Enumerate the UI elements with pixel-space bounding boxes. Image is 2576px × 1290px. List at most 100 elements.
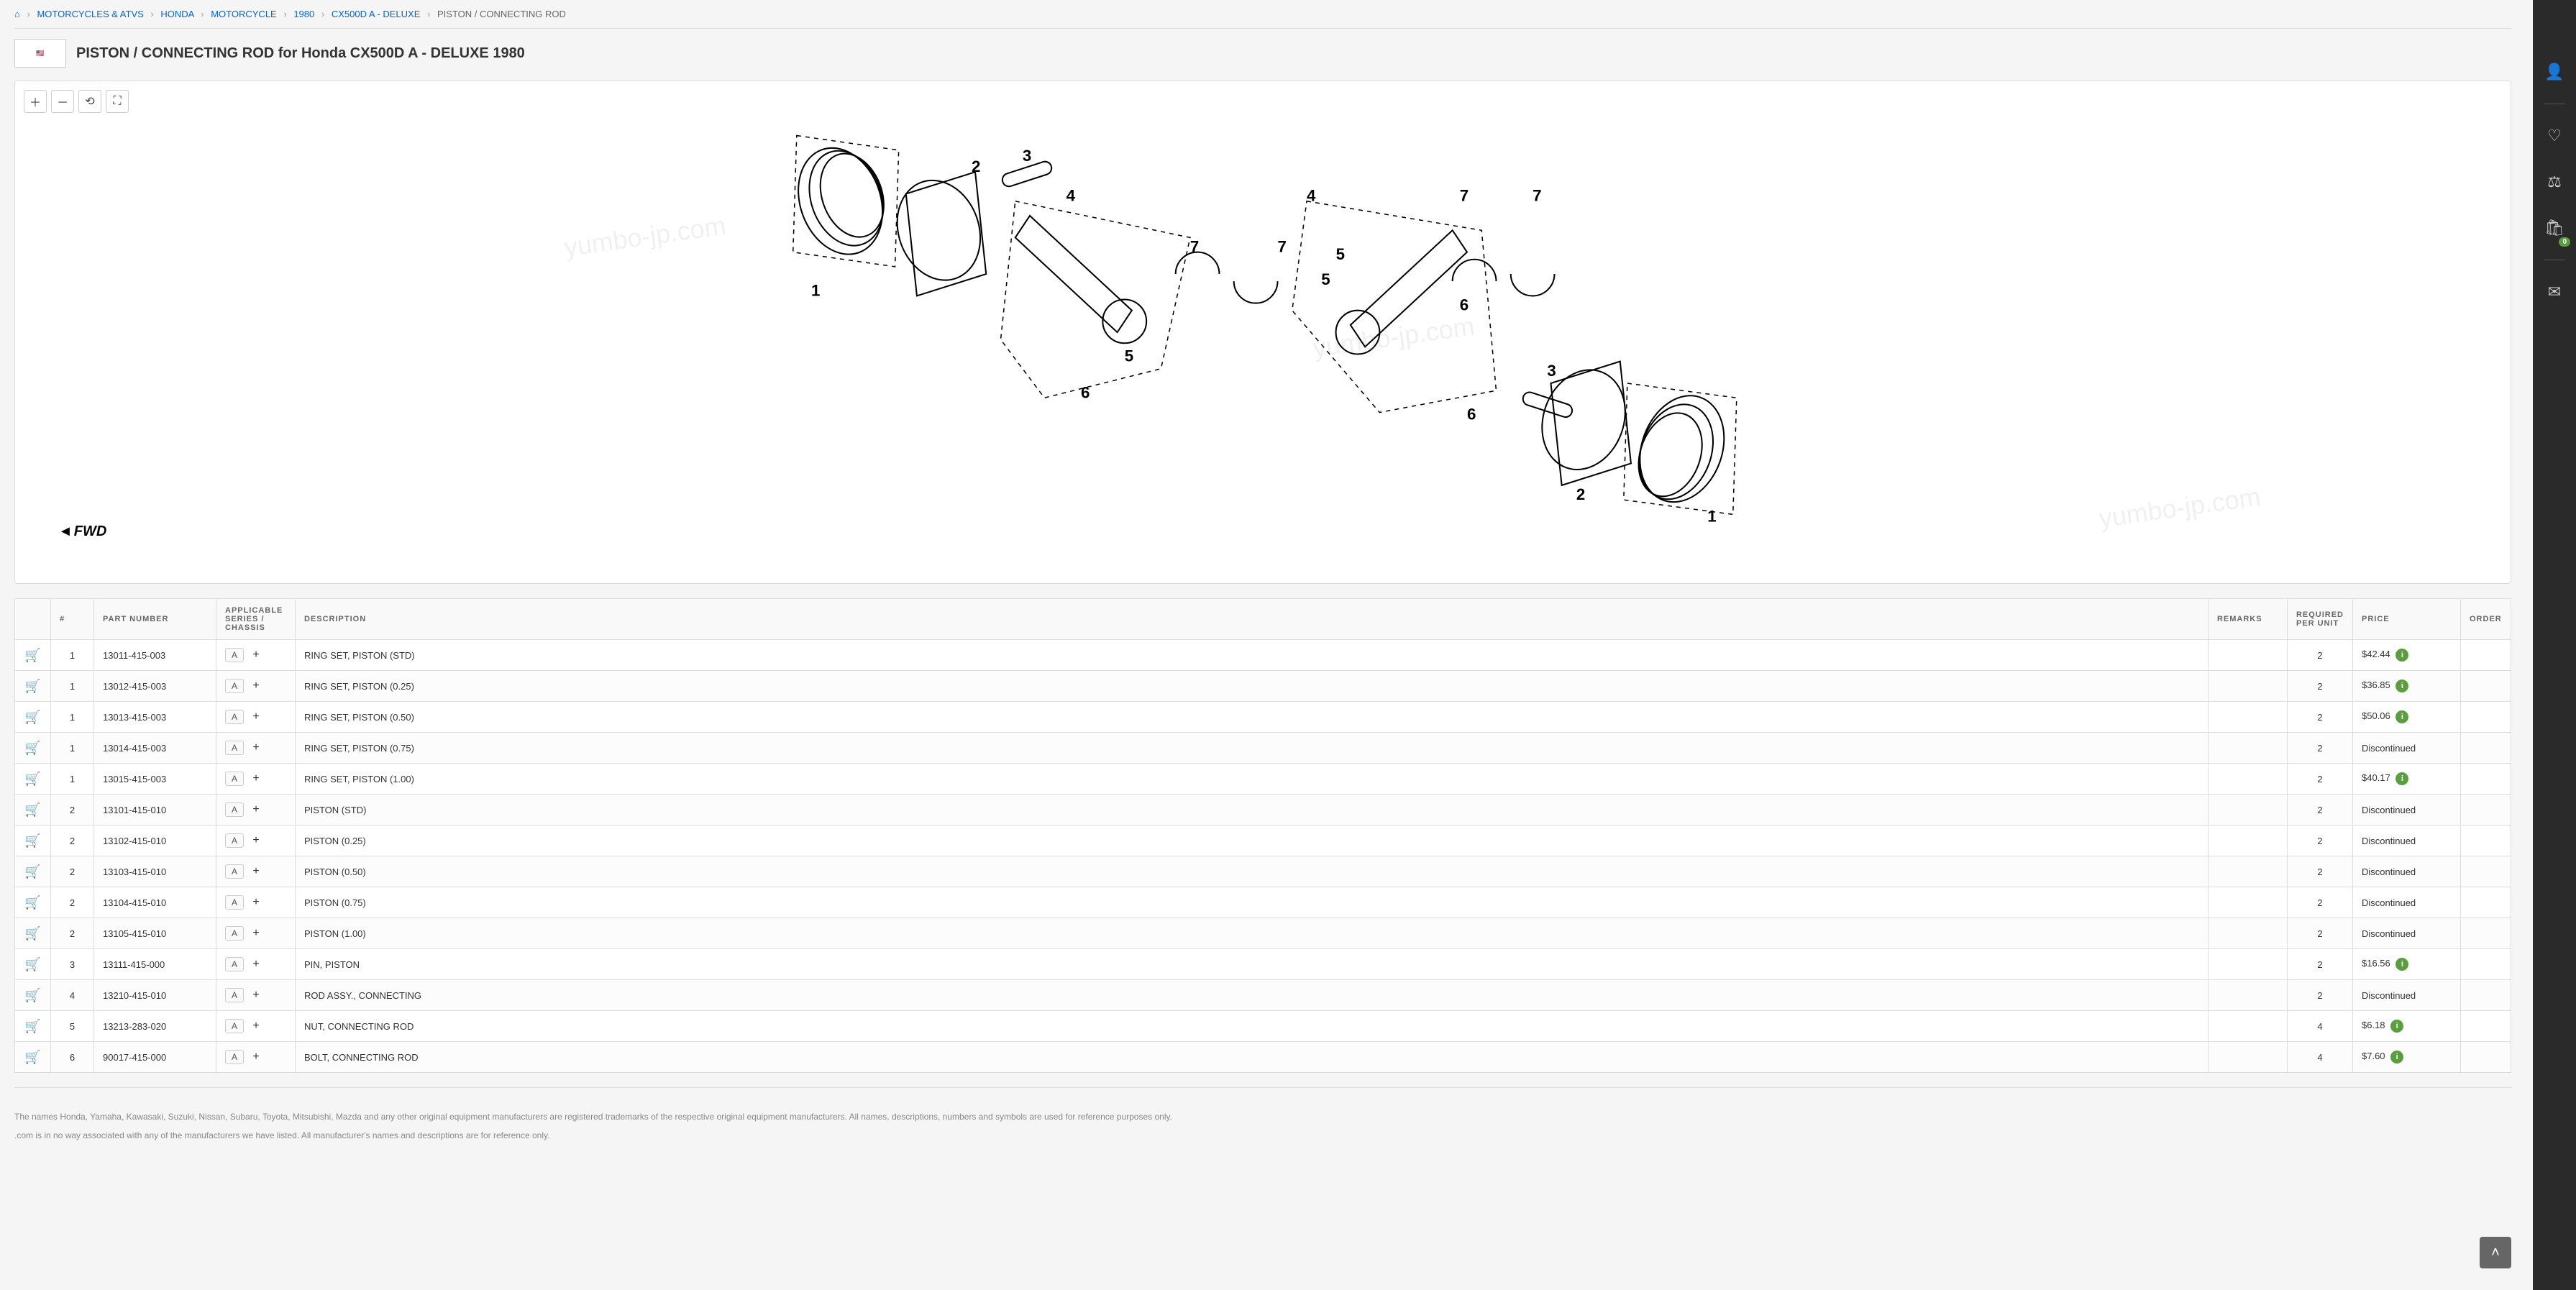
qty-cell: 2 bbox=[2287, 949, 2352, 980]
plus-icon[interactable]: + bbox=[250, 741, 262, 754]
plus-icon[interactable]: + bbox=[250, 710, 262, 723]
part-number-cell[interactable]: 13011-415-003 bbox=[94, 640, 216, 671]
part-number-cell[interactable]: 13014-415-003 bbox=[94, 733, 216, 764]
plus-icon[interactable]: + bbox=[250, 649, 262, 662]
cart-icon[interactable]: 🛒 bbox=[25, 678, 41, 694]
back-to-top-button[interactable]: ˄ bbox=[2480, 1237, 2511, 1268]
plus-icon[interactable]: + bbox=[250, 927, 262, 940]
svg-text:6: 6 bbox=[1467, 406, 1476, 424]
cart-icon[interactable]: 🛒 bbox=[25, 1049, 41, 1065]
plus-icon[interactable]: + bbox=[250, 896, 262, 909]
description-cell: PISTON (0.25) bbox=[296, 825, 2209, 856]
plus-icon[interactable]: + bbox=[250, 772, 262, 785]
cart-icon[interactable]: 🛒 bbox=[25, 740, 41, 756]
heart-icon: ♡ bbox=[2547, 127, 2562, 145]
part-number-cell[interactable]: 13012-415-003 bbox=[94, 671, 216, 702]
part-number-cell[interactable]: 13213-283-020 bbox=[94, 1011, 216, 1042]
remarks-cell bbox=[2208, 856, 2287, 887]
sidebar-item-wishlist[interactable]: ♡ bbox=[2540, 122, 2569, 150]
cart-icon[interactable]: 🛒 bbox=[25, 956, 41, 972]
sidebar-item-subscribe[interactable]: ✉ bbox=[2540, 278, 2569, 306]
price-cell: $7.60 i bbox=[2353, 1042, 2461, 1073]
info-icon[interactable]: i bbox=[2390, 1020, 2403, 1033]
ref-cell: 2 bbox=[51, 856, 94, 887]
ref-cell: 1 bbox=[51, 764, 94, 795]
order-cell bbox=[2461, 640, 2511, 671]
description-cell: PISTON (0.75) bbox=[296, 887, 2209, 918]
series-badge: A bbox=[225, 710, 244, 724]
cart-icon[interactable]: 🛒 bbox=[25, 833, 41, 848]
cart-icon[interactable]: 🛒 bbox=[25, 864, 41, 879]
table-row: 🛒690017-415-000A+BOLT, CONNECTING ROD4$7… bbox=[15, 1042, 2511, 1073]
series-cell: A+ bbox=[216, 980, 296, 1011]
part-number-cell[interactable]: 13101-415-010 bbox=[94, 795, 216, 825]
part-number-cell[interactable]: 13102-415-010 bbox=[94, 825, 216, 856]
svg-text:7: 7 bbox=[1277, 238, 1286, 256]
series-badge: A bbox=[225, 648, 244, 662]
info-icon[interactable]: i bbox=[2395, 958, 2408, 971]
market-flag-icon: 🇺🇸 bbox=[14, 39, 66, 68]
col-series: APPLICABLE SERIES / CHASSIS bbox=[216, 599, 296, 640]
breadcrumb-item[interactable]: HONDA bbox=[160, 9, 193, 19]
fullscreen-button[interactable]: ⛶ bbox=[106, 90, 129, 113]
breadcrumb-item[interactable]: CX500D A - DELUXE bbox=[332, 9, 421, 19]
plus-icon[interactable]: + bbox=[250, 1020, 262, 1033]
col-remarks: REMARKS bbox=[2208, 599, 2287, 640]
cart-icon[interactable]: 🛒 bbox=[25, 802, 41, 818]
part-number-cell[interactable]: 13111-415-000 bbox=[94, 949, 216, 980]
part-number-cell[interactable]: 13105-415-010 bbox=[94, 918, 216, 949]
sidebar-item-cart[interactable]: 🛍 0 bbox=[2540, 214, 2569, 242]
ref-cell: 2 bbox=[51, 918, 94, 949]
plus-icon[interactable]: + bbox=[250, 865, 262, 878]
breadcrumb-item[interactable]: MOTORCYCLE bbox=[211, 9, 277, 19]
sidebar-item-compare[interactable]: ⚖ bbox=[2540, 168, 2569, 196]
price-cell: $16.56 i bbox=[2353, 949, 2461, 980]
part-number-cell[interactable]: 13015-415-003 bbox=[94, 764, 216, 795]
plus-icon[interactable]: + bbox=[250, 834, 262, 847]
plus-icon[interactable]: + bbox=[250, 958, 262, 971]
part-number-cell[interactable]: 13104-415-010 bbox=[94, 887, 216, 918]
zoom-reset-button[interactable]: ⟲ bbox=[78, 90, 101, 113]
remarks-cell bbox=[2208, 918, 2287, 949]
plus-icon[interactable]: + bbox=[250, 803, 262, 816]
ref-cell: 5 bbox=[51, 1011, 94, 1042]
diagram-image[interactable]: 1 2 3 4 5 6 7 7 4 5 6 7 7 3 2 bbox=[15, 81, 2511, 583]
cart-icon[interactable]: 🛒 bbox=[25, 709, 41, 725]
zoom-in-button[interactable]: ＋ bbox=[24, 90, 47, 113]
cart-icon[interactable]: 🛒 bbox=[25, 987, 41, 1003]
remarks-cell bbox=[2208, 887, 2287, 918]
svg-text:2: 2 bbox=[972, 157, 980, 175]
part-number-cell[interactable]: 90017-415-000 bbox=[94, 1042, 216, 1073]
description-cell: RING SET, PISTON (1.00) bbox=[296, 764, 2209, 795]
breadcrumb-item-home[interactable]: ⌂ bbox=[14, 9, 20, 19]
breadcrumb-item[interactable]: MOTORCYCLES & ATVS bbox=[37, 9, 143, 19]
description-cell: RING SET, PISTON (STD) bbox=[296, 640, 2209, 671]
info-icon[interactable]: i bbox=[2395, 772, 2408, 785]
info-icon[interactable]: i bbox=[2390, 1051, 2403, 1063]
part-number-cell[interactable]: 13013-415-003 bbox=[94, 702, 216, 733]
info-icon[interactable]: i bbox=[2395, 649, 2408, 662]
table-row: 🛒213101-415-010A+PISTON (STD)2Discontinu… bbox=[15, 795, 2511, 825]
sidebar-item-account[interactable]: 👤 bbox=[2540, 58, 2569, 86]
series-badge: A bbox=[225, 679, 244, 693]
description-cell: RING SET, PISTON (0.75) bbox=[296, 733, 2209, 764]
right-sidebar: 👤 ♡ ⚖ 🛍 0 ✉ bbox=[2533, 0, 2576, 1290]
cart-icon[interactable]: 🛒 bbox=[25, 925, 41, 941]
plus-icon[interactable]: + bbox=[250, 1051, 262, 1063]
cart-icon[interactable]: 🛒 bbox=[25, 895, 41, 910]
price-cell: $36.85 i bbox=[2353, 671, 2461, 702]
cart-icon[interactable]: 🛒 bbox=[25, 771, 41, 787]
zoom-out-button[interactable]: － bbox=[51, 90, 74, 113]
plus-icon[interactable]: + bbox=[250, 989, 262, 1002]
breadcrumb-item[interactable]: 1980 bbox=[293, 9, 314, 19]
part-number-cell[interactable]: 13103-415-010 bbox=[94, 856, 216, 887]
cart-icon[interactable]: 🛒 bbox=[25, 647, 41, 663]
price-cell: Discontinued bbox=[2353, 918, 2461, 949]
info-icon[interactable]: i bbox=[2395, 680, 2408, 692]
plus-icon[interactable]: + bbox=[250, 680, 262, 692]
part-number-cell[interactable]: 13210-415-010 bbox=[94, 980, 216, 1011]
remarks-cell bbox=[2208, 980, 2287, 1011]
info-icon[interactable]: i bbox=[2395, 710, 2408, 723]
cart-icon[interactable]: 🛒 bbox=[25, 1018, 41, 1034]
diagram-toolbar: ＋ － ⟲ ⛶ bbox=[24, 90, 129, 113]
